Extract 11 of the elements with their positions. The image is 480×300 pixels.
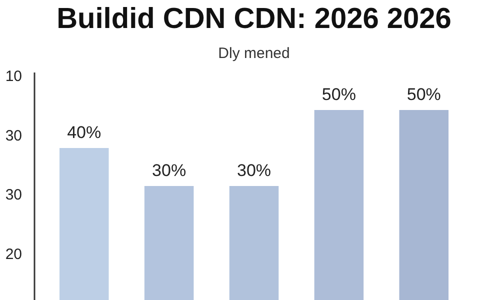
chart-title: Buildid CDN CDN: 2026 2026: [56, 3, 452, 35]
data-label: 30%: [152, 161, 186, 180]
annotation: 30: [5, 127, 22, 144]
annotation: 20: [5, 246, 22, 263]
chart-subtitle: Dly mened: [218, 45, 290, 62]
data-label: 30%: [236, 161, 272, 180]
data-label: 50%: [406, 85, 441, 104]
annotation: 10: [5, 68, 22, 85]
data-label: 40%: [67, 123, 102, 142]
data-label: 50%: [322, 85, 356, 104]
annotation: 30: [5, 186, 22, 204]
